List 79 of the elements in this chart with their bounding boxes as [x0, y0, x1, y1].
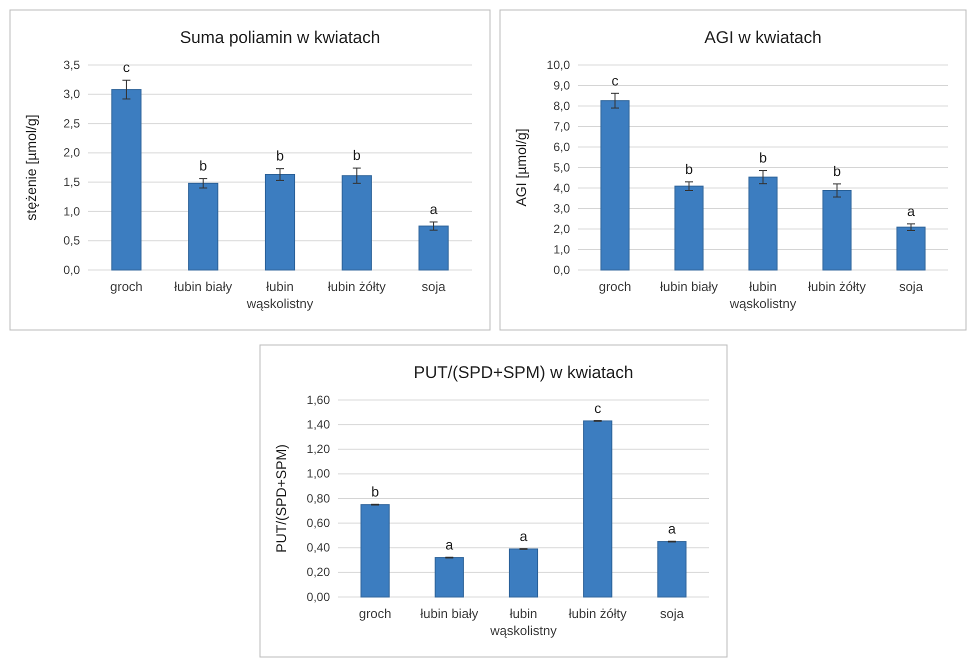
bar — [434, 557, 464, 598]
bar — [896, 226, 926, 270]
x-tick-label: soja — [422, 279, 446, 294]
x-tick-label: łubin żółty — [568, 606, 628, 622]
chart-title: AGI w kwiatach — [704, 28, 822, 47]
bar — [674, 186, 704, 270]
annotation: a — [430, 200, 438, 217]
x-tick-label: łubin wąskolistny — [246, 279, 314, 312]
annotation: a — [907, 202, 916, 219]
bar — [360, 504, 390, 598]
x-tick-label: łubin wąskolistny — [728, 279, 797, 312]
y-tick-label: 0,5 — [63, 234, 80, 248]
bar — [600, 100, 630, 270]
y-axis-title: PUT/(SPD+SPM) — [273, 444, 289, 553]
y-tick-label: 9,0 — [553, 78, 570, 92]
y-tick-label: 0,00 — [306, 590, 330, 604]
y-tick-label: 4,0 — [553, 180, 570, 195]
x-tick-label: soja — [660, 606, 685, 622]
annotation: b — [352, 147, 361, 164]
x-tick-label: soja — [899, 279, 924, 294]
y-axis-title: stężenie [µmol/g] — [23, 114, 39, 221]
y-tick-label: 2,0 — [553, 222, 570, 236]
chart-title: Suma poliamin w kwiatach — [180, 28, 380, 47]
bar — [342, 175, 372, 270]
annotation: a — [445, 536, 454, 553]
bar — [188, 182, 218, 270]
bar — [657, 541, 686, 598]
bar — [583, 420, 612, 598]
bar — [508, 548, 538, 598]
y-tick-label: 3,5 — [63, 58, 80, 72]
y-tick-label: 10,0 — [546, 58, 570, 72]
y-tick-label: 1,20 — [306, 442, 330, 456]
y-tick-label: 2,5 — [63, 116, 80, 130]
x-tick-label: łubin biały — [420, 606, 479, 622]
x-tick-label: łubin żółty — [328, 279, 386, 294]
bar — [418, 226, 449, 270]
y-tick-label: 1,40 — [306, 417, 330, 432]
y-tick-label: 1,0 — [63, 204, 80, 218]
y-tick-label: 0,0 — [553, 262, 570, 277]
chart-title: PUT/(SPD+SPM) w kwiatach — [414, 363, 634, 382]
y-tick-label: 1,0 — [553, 242, 570, 256]
y-tick-label: 1,00 — [306, 466, 330, 481]
x-tick-label: łubin biały — [174, 279, 233, 294]
y-tick-label: 1,5 — [63, 174, 80, 189]
x-tick-label: groch — [110, 279, 143, 294]
y-tick-label: 3,0 — [553, 201, 570, 216]
x-tick-label: łubin żółty — [808, 279, 866, 294]
y-tick-label: 6,0 — [553, 140, 570, 154]
y-tick-label: 2,0 — [63, 146, 80, 160]
y-tick-label: 1,60 — [306, 392, 330, 407]
x-tick-label: łubin biały — [660, 279, 718, 294]
y-tick-label: 3,0 — [63, 87, 80, 102]
annotation: b — [833, 162, 842, 179]
y-tick-label: 0,80 — [306, 491, 330, 506]
x-tick-label: groch — [598, 279, 632, 294]
annotation: c — [594, 400, 602, 416]
y-tick-label: 0,20 — [306, 565, 330, 580]
bar — [748, 176, 778, 270]
bar — [264, 174, 296, 270]
y-tick-label: 0,40 — [306, 540, 330, 555]
annotation: c — [612, 72, 618, 88]
x-tick-label: łubin wąskolistny — [489, 606, 558, 638]
x-tick-label: groch — [358, 606, 392, 622]
bar — [822, 190, 852, 270]
y-tick-label: 8,0 — [553, 98, 570, 113]
annotation: c — [122, 59, 130, 76]
y-axis-title: AGI [µmol/g] — [513, 128, 529, 207]
y-tick-label: 0,0 — [63, 262, 80, 277]
y-tick-label: 0,60 — [306, 516, 330, 530]
y-tick-label: 7,0 — [553, 119, 570, 134]
annotation: b — [276, 148, 284, 164]
annotation: a — [668, 520, 676, 537]
annotation: b — [685, 160, 694, 177]
annotation: b — [759, 150, 768, 166]
annotation: b — [371, 484, 380, 500]
y-tick-label: 5,0 — [553, 160, 570, 174]
annotation: b — [199, 158, 208, 174]
annotation: a — [520, 528, 528, 544]
bar — [111, 89, 142, 270]
